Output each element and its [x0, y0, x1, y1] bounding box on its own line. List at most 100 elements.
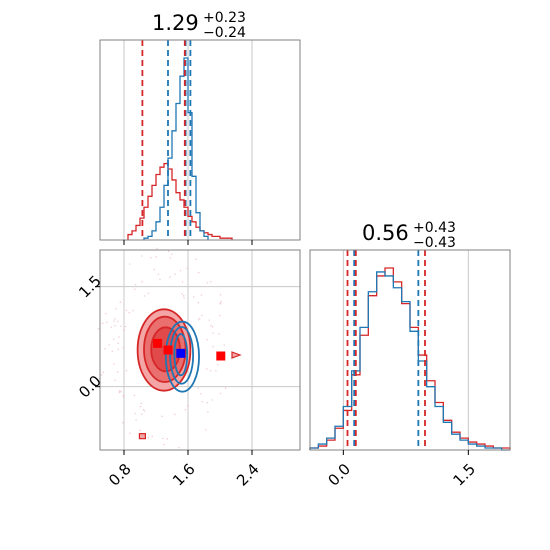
- panel-2d-contour: 0.8 1.6 2.40.01.5: [75, 247, 301, 490]
- title-param-0: 1.29 +0.23 −0.24: [152, 10, 246, 41]
- p2-sample-point: [106, 321, 108, 323]
- p2-xtick-label-1: 1.6: [169, 460, 199, 490]
- p2-sample-point: [141, 255, 143, 257]
- p2-sample-point: [209, 369, 212, 372]
- p2-sample-point: [134, 283, 137, 286]
- p2-sample-point: [105, 312, 107, 315]
- p0-hist-red: [127, 162, 233, 240]
- p2-sample-point: [140, 402, 143, 405]
- p2-sample-point: [110, 326, 113, 328]
- p2-sample-point: [212, 345, 215, 348]
- p2-sample-point: [111, 350, 114, 352]
- p2-sample-point: [113, 320, 115, 322]
- title-1-plus: +0.43: [413, 220, 456, 236]
- p2-sample-point: [218, 314, 221, 317]
- p2-sample-point: [178, 446, 180, 449]
- p2-sample-point: [206, 401, 209, 404]
- panel-hist-param-0: [99, 39, 301, 245]
- p2-sample-point: [114, 324, 116, 327]
- p2-sample-point: [151, 435, 154, 438]
- p2-sample-point: [159, 278, 161, 281]
- panel-hist-param-1: 0.0 1.5: [309, 249, 511, 490]
- p2-sample-point: [215, 370, 217, 372]
- p2-sample-point: [115, 308, 118, 310]
- p2-sample-point: [122, 396, 125, 398]
- p2-sample-point: [174, 413, 176, 416]
- p2-sample-point: [120, 325, 122, 328]
- p2-sample-point: [197, 301, 200, 304]
- p2-sample-point: [143, 295, 146, 297]
- p2-sample-point: [141, 281, 143, 283]
- p2-sample-point: [124, 325, 127, 328]
- p2-sample-point: [206, 338, 208, 341]
- p1-hist-red: [309, 267, 511, 450]
- p2-sample-point: [116, 371, 119, 373]
- p2-sample-point: [117, 348, 120, 351]
- p2-sample-point: [108, 344, 110, 346]
- p2-sample-point: [223, 344, 226, 346]
- p2-sample-point: [139, 405, 142, 408]
- p2-sample-point: [184, 409, 187, 411]
- p2-sample-point: [155, 256, 158, 258]
- p2-red-marker-2: [216, 351, 226, 361]
- p2-sample-point: [171, 253, 173, 255]
- p2-sample-point: [204, 428, 207, 431]
- p2-sample-point: [101, 322, 104, 325]
- p2-blue-marker: [176, 348, 186, 358]
- p2-sample-point: [195, 258, 197, 261]
- p2-red-contour-fragment: [231, 351, 242, 359]
- p2-sample-point: [206, 281, 209, 284]
- title-1-median: 0.56: [362, 221, 409, 245]
- title-0-median: 1.29: [152, 11, 199, 35]
- p2-sample-point: [153, 268, 156, 271]
- p2-sample-point: [121, 421, 124, 424]
- p2-sample-point: [179, 269, 182, 272]
- title-0-plus: +0.23: [203, 10, 246, 26]
- p1-hist-blue: [309, 271, 510, 451]
- p2-sample-point: [133, 394, 136, 397]
- p2-sample-point: [207, 411, 209, 413]
- p2-sample-point: [163, 443, 166, 446]
- p2-sample-point: [174, 273, 176, 275]
- p1-xtick-label-1: 1.5: [449, 460, 479, 490]
- p2-sample-point: [197, 318, 200, 321]
- p2-sample-point: [147, 436, 150, 439]
- p2-sample-point: [220, 300, 222, 303]
- p2-sample-point: [104, 347, 106, 350]
- p1-xtick-label-0: 0.0: [324, 460, 354, 490]
- p2-blue-contour-0: [164, 320, 200, 393]
- p2-sample-point: [143, 410, 146, 412]
- p2-sample-point: [135, 419, 137, 421]
- p2-sample-point: [224, 387, 227, 390]
- p2-sample-point: [166, 438, 169, 440]
- p2-sample-point: [212, 332, 214, 334]
- p2-sample-point: [125, 369, 128, 372]
- p2-sample-point: [201, 400, 204, 403]
- p1-frame: [309, 249, 511, 451]
- p2-sample-point: [219, 303, 222, 305]
- p2-sample-point: [211, 399, 214, 401]
- p2-sample-point: [116, 320, 119, 323]
- p2-sample-point: [219, 294, 222, 296]
- p2-sample-point: [118, 391, 121, 394]
- p2-sample-point: [197, 271, 200, 274]
- p2-sample-point: [205, 368, 208, 370]
- p2-sample-point: [156, 247, 158, 250]
- p2-sample-point: [100, 373, 103, 376]
- p2-sample-point: [157, 273, 160, 276]
- p2-sample-point: [123, 329, 126, 331]
- title-param-1: 0.56 +0.43 −0.43: [362, 220, 456, 251]
- p2-sample-point: [142, 408, 145, 411]
- p2-sample-point: [187, 405, 189, 407]
- p2-sample-point: [112, 363, 115, 365]
- p0-frame: [99, 39, 301, 241]
- p2-sample-point: [102, 371, 105, 374]
- p2-sample-point: [112, 338, 115, 340]
- p2-red-contour-fragment: [138, 433, 146, 440]
- p2-sample-point: [182, 294, 185, 297]
- p2-sample-point: [169, 257, 172, 259]
- p2-sample-point: [193, 296, 195, 298]
- p2-frame: [99, 249, 301, 451]
- p2-sample-point: [211, 326, 214, 328]
- p2-sample-point: [218, 333, 220, 335]
